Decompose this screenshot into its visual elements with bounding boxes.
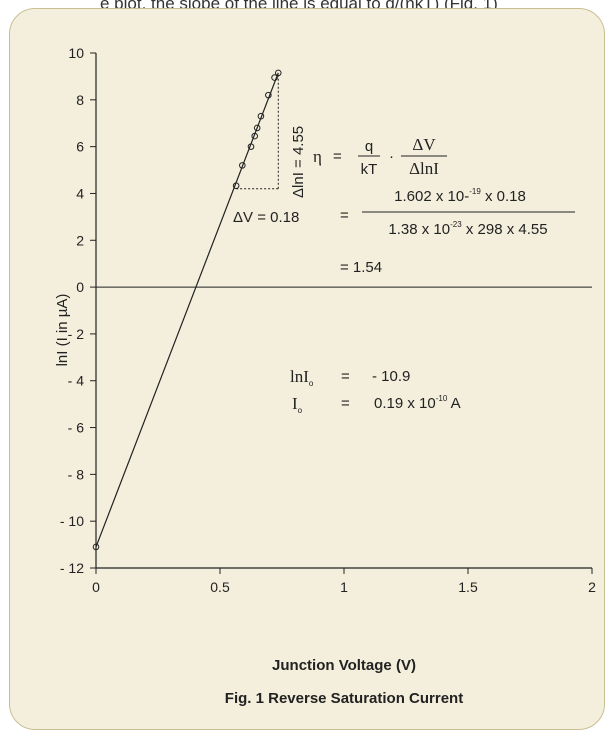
y-tick-label: 8	[76, 92, 84, 108]
data-point	[257, 112, 265, 120]
x-axis-label: Junction Voltage (V)	[272, 657, 416, 674]
y-tick-label: - 4	[68, 373, 85, 389]
result-text: = 1.54	[340, 259, 382, 276]
delta-v-label: ΔV = 0.18	[233, 209, 299, 226]
data-point	[239, 162, 246, 169]
data-point	[247, 143, 255, 150]
lni0-label: lnIo	[290, 367, 314, 388]
q-text: q	[365, 138, 373, 155]
y-tick-label: - 2	[68, 326, 85, 342]
y-tick-label: 0	[76, 279, 84, 295]
i0-label: Io	[292, 394, 303, 415]
y-tick-label: - 8	[68, 466, 85, 482]
data-point	[253, 124, 261, 132]
fit-line	[95, 72, 279, 548]
denominator: 1.38 x 10-23 x 298 x 4.55	[388, 220, 547, 238]
y-tick-label: 6	[76, 139, 84, 155]
eta-equals: =	[333, 148, 342, 165]
eta-formula: η = q kT · ΔV ΔlnI = 1.602 x 10--19 x 0.…	[313, 135, 575, 276]
data-point	[271, 74, 278, 81]
x-tick-label: 0.5	[210, 579, 230, 595]
figure-panel	[9, 8, 605, 730]
y-axis-label: lnI (I in µA)	[54, 294, 71, 367]
second-equals: =	[340, 207, 349, 224]
data-point	[92, 543, 100, 551]
y-tick-label: - 6	[68, 420, 85, 436]
data-point	[251, 132, 259, 140]
y-ticks: 10 8 6 4 2 0 - 2 - 4 - 6 - 8 - 10 - 12	[60, 45, 96, 576]
y-tick-label: 2	[76, 232, 84, 248]
data-point	[265, 91, 272, 99]
eta-symbol: η	[313, 147, 322, 166]
lni0-equals: =	[341, 368, 350, 385]
kt-text: kT	[361, 161, 378, 178]
i0-equals: =	[341, 395, 350, 412]
dv-text: ΔV	[412, 135, 436, 154]
i0-value: 0.19 x 10-10 A	[374, 394, 461, 412]
delta-lni-label: ΔlnI = 4.55	[290, 126, 307, 198]
numerator: 1.602 x 10--19 x 0.18	[394, 187, 526, 205]
y-tick-label: - 10	[60, 513, 84, 529]
dlni-text: ΔlnI	[409, 159, 439, 178]
saturation-values: lnIo = - 10.9 Io = 0.19 x 10-10 A	[290, 367, 461, 415]
dot-text: ·	[389, 148, 394, 165]
y-tick-label: - 12	[60, 560, 84, 576]
x-tick-label: 1.5	[458, 579, 478, 595]
x-tick-label: 1	[340, 579, 348, 595]
y-tick-label: 4	[76, 185, 84, 201]
x-tick-label: 0	[92, 579, 100, 595]
axes	[95, 53, 592, 569]
figure-caption: Fig. 1 Reverse Saturation Current	[225, 690, 463, 707]
lni0-value: - 10.9	[372, 368, 410, 385]
x-tick-label: 2	[588, 579, 596, 595]
slope-triangle	[236, 72, 279, 190]
data-points	[92, 69, 282, 551]
x-ticks: 0 0.5 1 1.5 2	[92, 568, 596, 595]
y-tick-label: 10	[68, 45, 84, 61]
fit-line-group	[95, 72, 279, 548]
